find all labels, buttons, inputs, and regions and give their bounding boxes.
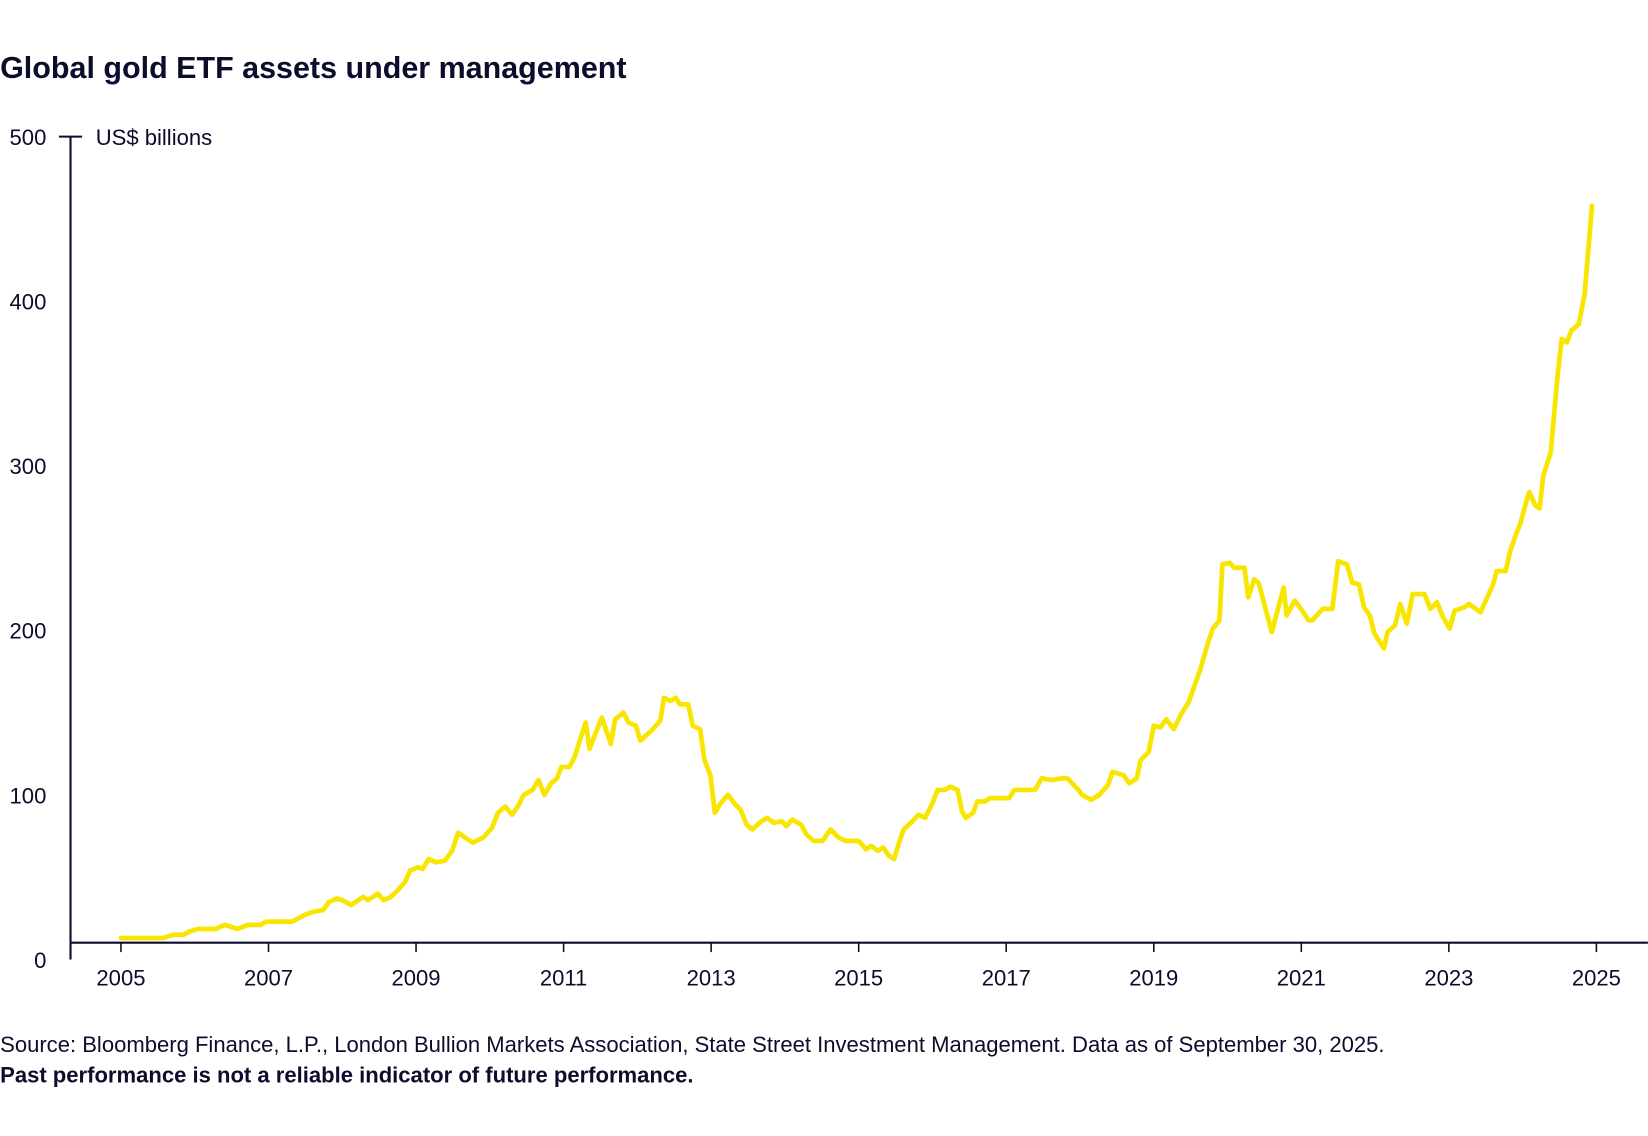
chart-title: Global gold ETF assets under management bbox=[0, 51, 626, 85]
x-tick-label: 2007 bbox=[244, 966, 293, 991]
y-tick-label: 300 bbox=[10, 454, 47, 479]
y-axis-label: US$ billions bbox=[96, 125, 212, 150]
x-tick-label: 2005 bbox=[96, 966, 145, 991]
x-ticks: 2005 2007 2009 2011 2013 2015 2017 2019 2021 2023… bbox=[96, 942, 1621, 991]
series-line bbox=[118, 203, 1595, 941]
x-tick-label: 2015 bbox=[834, 966, 883, 991]
y-tick-label: 200 bbox=[10, 619, 47, 644]
y-tick-label: 100 bbox=[10, 783, 47, 808]
disclaimer: Past performance is not a reliable indic… bbox=[0, 1062, 693, 1087]
axes bbox=[58, 135, 1648, 960]
x-tick-label: 2013 bbox=[687, 966, 736, 991]
y-ticks: 0 100 200 300 400 500 bbox=[10, 125, 47, 973]
x-tick-label: 2021 bbox=[1277, 966, 1326, 991]
y-tick-label: 0 bbox=[34, 948, 46, 973]
x-tick-label: 2023 bbox=[1424, 966, 1473, 991]
x-tick-label: 2019 bbox=[1129, 966, 1178, 991]
x-tick-label: 2017 bbox=[982, 966, 1031, 991]
y-tick-label: 400 bbox=[10, 290, 47, 315]
source-note: Source: Bloomberg Finance, L.P., London … bbox=[0, 1032, 1384, 1057]
x-tick-label: 2011 bbox=[540, 966, 587, 991]
x-tick-label: 2009 bbox=[392, 966, 441, 991]
x-tick-label: 2025 bbox=[1572, 966, 1621, 991]
y-tick-label: 500 bbox=[10, 125, 47, 150]
